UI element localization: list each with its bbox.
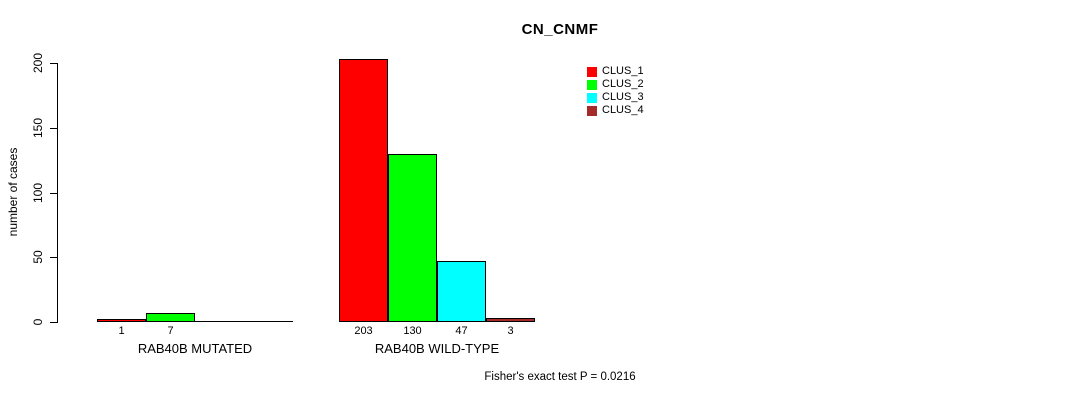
legend-label: CLUS_2: [602, 78, 644, 90]
bar-value-label: 130: [403, 325, 422, 337]
legend-item-clus_2: CLUS_2: [587, 79, 644, 90]
y-axis-title: number of cases: [6, 147, 20, 237]
bar-value-label: 203: [354, 325, 373, 337]
y-tick-mark: [50, 193, 57, 194]
bar-clus_2: [146, 313, 195, 322]
bar-value-label: 47: [455, 325, 468, 337]
bar-clus_1: [339, 59, 388, 322]
legend-item-clus_4: CLUS_4: [587, 105, 644, 116]
fisher-test-annotation: Fisher's exact test P = 0.0216: [484, 371, 636, 383]
legend-label: CLUS_1: [602, 65, 644, 77]
y-tick-mark: [50, 63, 57, 64]
bar-clus_2: [388, 154, 437, 322]
y-tick-mark: [50, 322, 57, 323]
legend-color-swatch: [587, 66, 597, 77]
y-tick-label: 50: [31, 250, 45, 264]
legend-color-swatch: [587, 79, 597, 90]
legend-item-clus_1: CLUS_1: [587, 66, 644, 77]
y-tick-label: 100: [31, 182, 45, 204]
y-tick-mark: [50, 128, 57, 129]
bar-clus_1: [97, 319, 146, 322]
legend-label: CLUS_3: [602, 91, 644, 103]
bar-clus_3: [437, 261, 486, 322]
y-tick-label: 0: [31, 318, 45, 326]
legend-item-clus_3: CLUS_3: [587, 92, 644, 103]
legend-color-swatch: [587, 92, 597, 103]
bar-value-label: 7: [167, 325, 174, 337]
x-group-label: RAB40B WILD-TYPE: [374, 341, 500, 356]
legend-label: CLUS_4: [602, 104, 644, 116]
legend-color-swatch: [587, 105, 597, 116]
bar-value-label: 3: [507, 325, 514, 337]
bar-value-label: 1: [118, 325, 125, 337]
y-tick-label: 200: [31, 52, 45, 74]
y-axis-line: [57, 63, 58, 323]
x-group-label: RAB40B MUTATED: [137, 341, 253, 356]
bar-clus_4: [244, 321, 293, 322]
legend: CLUS_1 CLUS_2 CLUS_3 CLUS_4: [587, 66, 644, 116]
chart-title: CN_CNMF: [521, 21, 599, 38]
bar-clus_3: [195, 321, 244, 322]
y-tick-label: 150: [31, 117, 45, 139]
bar-clus_4: [486, 318, 535, 322]
y-tick-mark: [50, 257, 57, 258]
